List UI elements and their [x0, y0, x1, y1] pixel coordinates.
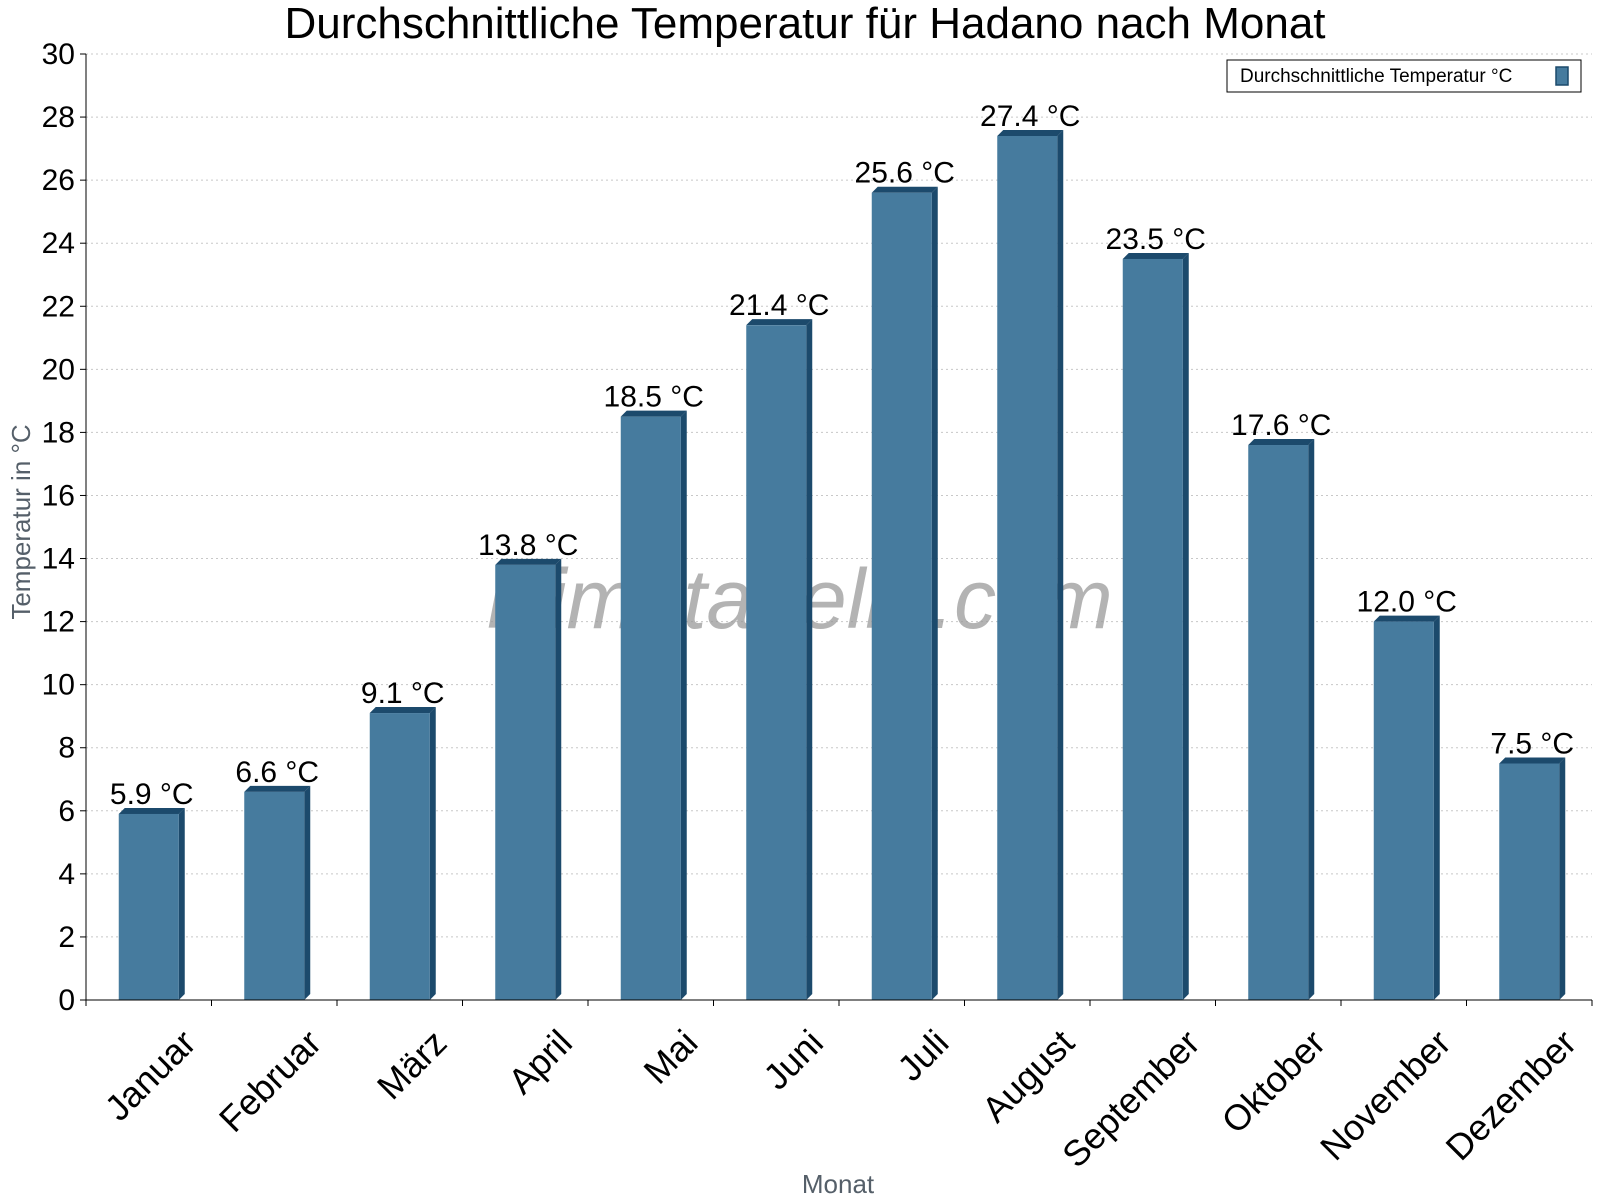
bar-top-face: [244, 785, 311, 792]
bar-top-face: [746, 319, 813, 326]
bar-top-face: [997, 129, 1064, 136]
bar: [369, 713, 430, 1000]
bar: [1248, 445, 1309, 1001]
bar-value-label: 6.6 °C: [235, 756, 319, 789]
y-tick-label: 2: [58, 921, 75, 954]
y-tick-label: 26: [42, 164, 75, 197]
bar-side-face: [304, 785, 311, 1000]
y-tick-label: 24: [42, 227, 75, 260]
bar-value-label: 25.6 °C: [855, 157, 955, 190]
bar: [1373, 621, 1434, 1000]
x-tick-label: Mai: [635, 1022, 705, 1092]
y-tick-label: 4: [58, 858, 75, 891]
bar: [746, 325, 807, 1001]
bar-value-label: 12.0 °C: [1357, 586, 1457, 619]
bar-value-label: 17.6 °C: [1231, 409, 1331, 442]
chart-title: Durchschnittliche Temperatur für Hadano …: [284, 0, 1325, 48]
axes: [85, 54, 1593, 1006]
bars-group: 5.9 °C 6.6 °C 9.1 °C 13.8 °C 18.5 °C 21.4 °C 2…: [110, 100, 1574, 1001]
y-tick-label: 16: [42, 479, 75, 512]
bar: [1122, 258, 1183, 1000]
bar-side-face: [1559, 757, 1566, 1000]
bar-side-face: [1433, 615, 1440, 1000]
bar: [997, 135, 1058, 1000]
y-tick-label: 10: [42, 669, 75, 702]
bar-value-label: 23.5 °C: [1106, 223, 1206, 256]
x-tick-label: April: [500, 1022, 580, 1102]
bar-top-face: [1373, 615, 1440, 622]
bar-top-face: [1499, 757, 1566, 764]
bar-value-label: 27.4 °C: [980, 100, 1080, 133]
x-tick-label: Dezember: [1438, 1022, 1584, 1168]
legend: Durchschnittliche Temperatur °C: [1226, 59, 1582, 93]
legend-swatch: [1555, 66, 1569, 86]
y-tick-label: 30: [42, 38, 75, 71]
bar-top-face: [1122, 252, 1189, 259]
bar: [871, 192, 932, 1000]
legend-box: [1226, 59, 1582, 93]
x-tick-label: Juni: [755, 1022, 831, 1098]
bar-side-face: [555, 558, 562, 1000]
x-tick-label: März: [369, 1022, 455, 1108]
bar-side-face: [1057, 129, 1064, 1000]
bar: [1499, 763, 1560, 1000]
y-axis-label: Temperatur in °C: [6, 424, 36, 619]
y-tick-label: 6: [58, 795, 75, 828]
x-tick-label: August: [974, 1022, 1082, 1130]
bar-top-face: [1248, 439, 1315, 446]
bar: [620, 416, 681, 1001]
legend-label: Durchschnittliche Temperatur °C: [1240, 66, 1512, 87]
bar: [495, 564, 556, 1000]
x-tick-label: September: [1054, 1022, 1208, 1176]
bar-value-label: 9.1 °C: [361, 677, 445, 710]
bar-top-face: [620, 410, 687, 417]
bar: [244, 791, 305, 1000]
x-tick-label: Juli: [889, 1022, 956, 1089]
y-tick-label: 8: [58, 732, 75, 765]
bar-top-face: [495, 558, 562, 565]
bar-value-label: 21.4 °C: [729, 289, 829, 322]
x-tick-label: Oktober: [1213, 1022, 1333, 1142]
bar-value-label: 7.5 °C: [1490, 728, 1574, 761]
bar-top-face: [369, 707, 436, 714]
bar-side-face: [1182, 252, 1189, 1000]
gridlines: [86, 53, 1592, 938]
bar-side-face: [429, 707, 436, 1000]
y-tick-label: 14: [42, 543, 75, 576]
x-tick-label: November: [1312, 1022, 1458, 1168]
y-tick-label: 20: [42, 353, 75, 386]
x-axis-ticks: Januar Februar März April Mai Juni Juli AugustS…: [97, 1022, 1584, 1176]
y-tick-label: 18: [42, 416, 75, 449]
x-tick-label: Januar: [97, 1022, 204, 1129]
y-tick-label: 22: [42, 290, 75, 323]
bar-value-label: 13.8 °C: [478, 529, 578, 562]
y-tick-label: 12: [42, 606, 75, 639]
bar-side-face: [178, 807, 185, 1000]
x-axis-label: Monat: [802, 1169, 875, 1199]
x-tick-label: Februar: [211, 1022, 329, 1140]
bar-side-face: [806, 319, 813, 1001]
y-tick-label: 28: [42, 101, 75, 134]
bar: [118, 813, 179, 1000]
bar-value-label: 18.5 °C: [604, 381, 704, 414]
bar-top-face: [871, 186, 938, 193]
bar-top-face: [118, 807, 185, 814]
bar-side-face: [1308, 439, 1315, 1001]
y-tick-label: 0: [58, 984, 75, 1017]
bar-side-face: [680, 410, 687, 1001]
bar-value-label: 5.9 °C: [110, 778, 194, 811]
bar-side-face: [931, 186, 938, 1000]
